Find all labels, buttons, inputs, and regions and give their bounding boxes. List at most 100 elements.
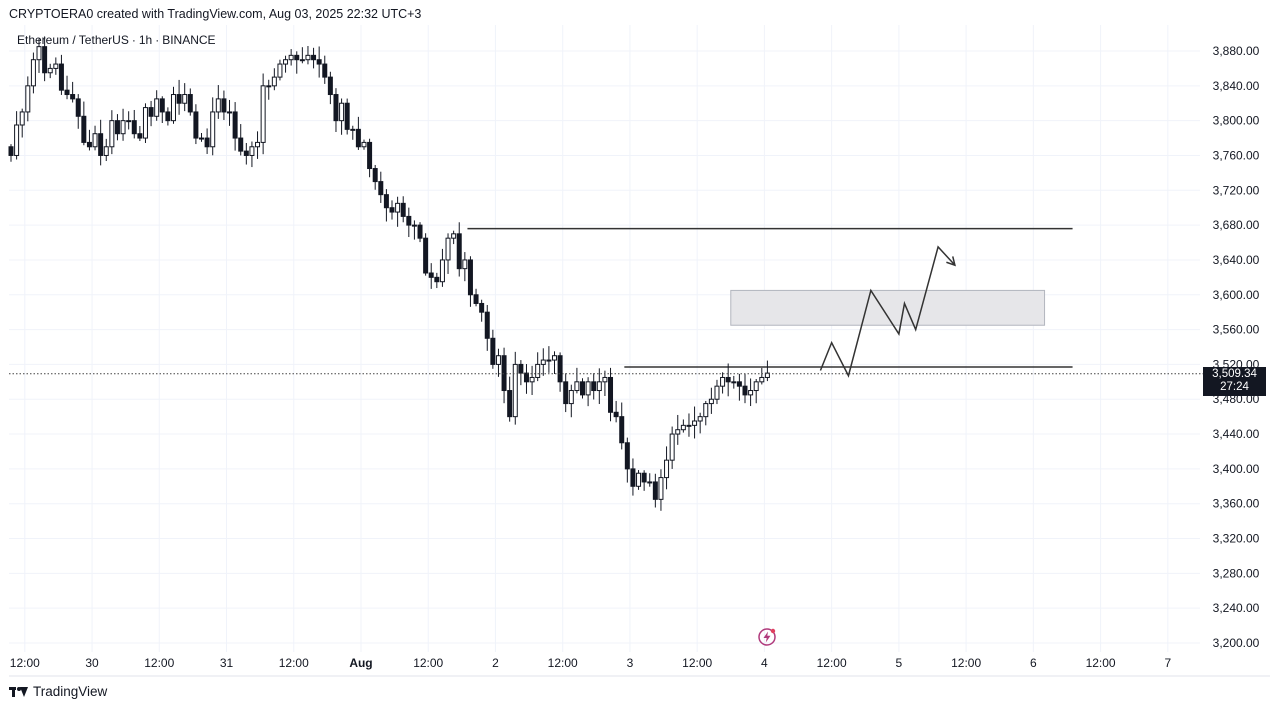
candle-body [53, 63, 59, 69]
candle-body [204, 137, 210, 148]
candle-body [154, 98, 160, 117]
candle-body [596, 381, 602, 392]
x-tick-label: 30 [85, 656, 99, 670]
tradingview-brand: TradingView [33, 684, 108, 699]
y-tick-label: 3,360.00 [1213, 497, 1260, 511]
candle-body [473, 294, 479, 304]
candle-body [753, 381, 759, 392]
candle-body [630, 468, 636, 487]
candle-body [339, 102, 345, 122]
tradingview-logo-icon [9, 686, 29, 698]
y-tick-label: 3,760.00 [1213, 148, 1260, 162]
candle-body [501, 355, 507, 392]
candle-body [92, 133, 98, 148]
candle-body [585, 381, 591, 396]
candle-body [8, 146, 14, 156]
candle-body [249, 146, 255, 156]
tradingview-footer[interactable]: TradingView [9, 684, 107, 699]
candle-body [652, 481, 658, 500]
candle-body [636, 472, 642, 487]
candle-body [580, 381, 586, 396]
candle-body [574, 381, 580, 392]
candle-body [411, 224, 417, 227]
x-tick-label: 2 [492, 656, 499, 670]
candle-body [680, 424, 686, 431]
candle-body [608, 376, 614, 413]
candle-body [199, 137, 205, 140]
candle-body [47, 67, 53, 74]
candle-body [428, 272, 434, 278]
bar-countdown: 27:24 [1220, 381, 1249, 393]
candle-body [529, 376, 535, 383]
x-tick-label: 12:00 [1086, 656, 1116, 670]
candle-body [36, 46, 42, 61]
x-tick-label: 12:00 [144, 656, 174, 670]
candle-body [327, 76, 333, 96]
candle-body [255, 141, 261, 148]
x-tick-label: 4 [761, 656, 768, 670]
candle-body [647, 481, 653, 484]
candle-body [736, 381, 742, 387]
candle-body [467, 259, 473, 296]
x-tick-label: 12:00 [279, 656, 309, 670]
candle-body [748, 390, 754, 396]
last-price-tag: 3,509.34 27:24 [1203, 367, 1266, 396]
candle-body [333, 94, 339, 122]
chart-attribution: CRYPTOERA0 created with TradingView.com,… [9, 7, 422, 21]
symbol-legend[interactable]: Ethereum / TetherUS · 1h · BINANCE [17, 33, 216, 47]
candle-body [170, 94, 176, 122]
lightning-alert-icon[interactable] [758, 628, 776, 646]
candle-body [708, 398, 714, 405]
candle-body [81, 115, 87, 143]
candle-body [720, 376, 726, 387]
candle-body [406, 215, 412, 226]
x-tick-label: 3 [627, 656, 634, 670]
y-tick-label: 3,720.00 [1213, 183, 1260, 197]
candle-body [210, 111, 216, 148]
symbol-interval: 1h [138, 33, 153, 47]
candle-body [14, 124, 20, 156]
y-tick-label: 3,680.00 [1213, 218, 1260, 232]
candle-body [299, 59, 305, 62]
candle-body [215, 98, 221, 113]
candle-body [109, 120, 115, 148]
y-tick-label: 3,840.00 [1213, 79, 1260, 93]
x-tick-label: 6 [1030, 656, 1037, 670]
candle-body [456, 233, 462, 270]
candle-body [619, 416, 625, 444]
candle-body [305, 54, 311, 61]
candle-body [25, 85, 31, 113]
candle-body [563, 381, 569, 405]
candle-body [187, 94, 193, 113]
candle-body [389, 207, 395, 213]
candle-body [417, 224, 423, 239]
candle-body [148, 107, 154, 117]
candle-body [361, 141, 367, 148]
symbol-exchange: BINANCE [162, 33, 216, 47]
y-tick-label: 3,400.00 [1213, 462, 1260, 476]
candle-body [75, 98, 81, 117]
x-tick-label: 7 [1164, 656, 1171, 670]
candle-body [434, 276, 440, 283]
candle-body [294, 54, 300, 61]
candle-body [238, 137, 244, 152]
candle-body [383, 194, 389, 209]
candle-body [764, 372, 770, 378]
y-tick-label: 3,320.00 [1213, 532, 1260, 546]
candle-body [523, 372, 529, 383]
candle-body [165, 111, 171, 122]
candle-body [484, 311, 490, 339]
x-tick-label: 12:00 [548, 656, 578, 670]
candle-body [227, 111, 233, 114]
candle-body [624, 442, 630, 470]
candle-body [742, 385, 748, 396]
candle-body [64, 89, 70, 96]
candle-body [131, 120, 137, 135]
candle-body [535, 363, 541, 378]
candle-body [591, 381, 597, 392]
candle-body [288, 54, 294, 61]
x-tick-label: 12:00 [413, 656, 443, 670]
candle-body [86, 141, 92, 148]
candle-body [692, 420, 698, 426]
